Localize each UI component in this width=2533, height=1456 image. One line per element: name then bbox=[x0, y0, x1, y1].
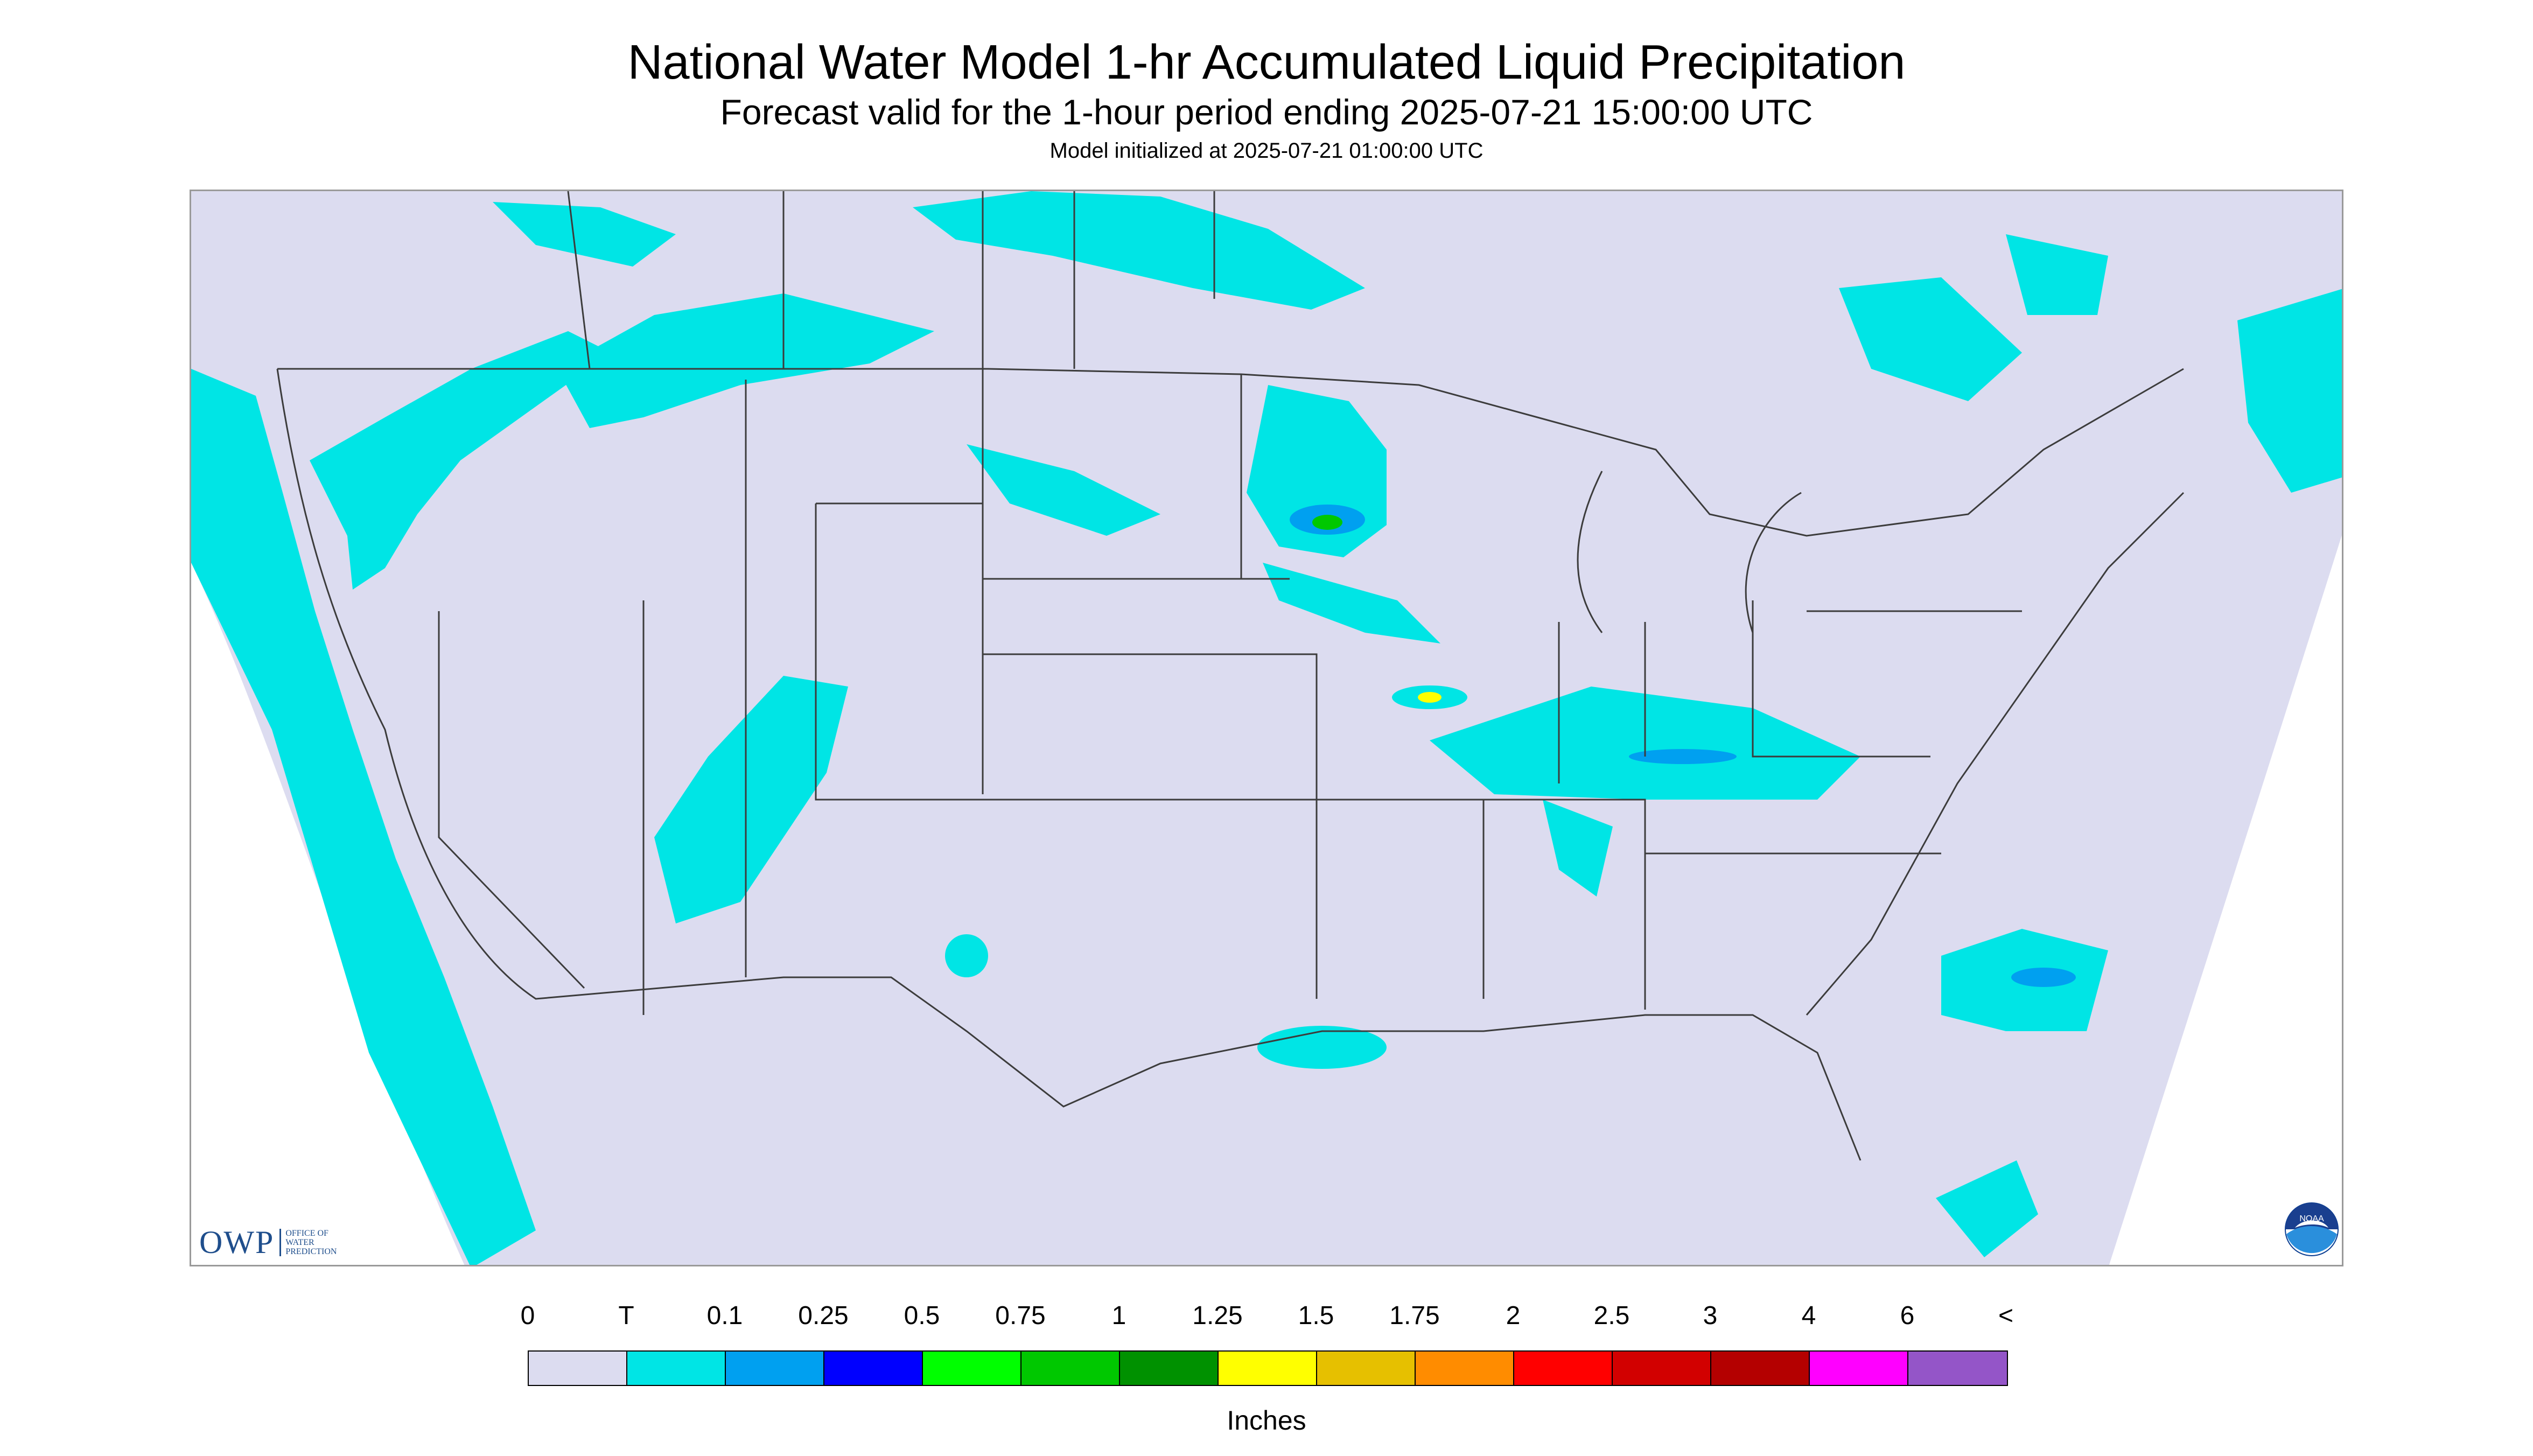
legend-swatch-4 bbox=[923, 1352, 1021, 1385]
upper-midwest-peak bbox=[1312, 515, 1342, 530]
owp-logo: OWP Office of Water Prediction bbox=[199, 1223, 337, 1261]
legend-swatch-14 bbox=[1908, 1352, 2007, 1385]
legend-swatch-9 bbox=[1416, 1352, 1514, 1385]
noaa-logo: NOAA bbox=[2284, 1202, 2339, 1257]
legend-label: 2.5 bbox=[1593, 1301, 1630, 1330]
political-borders bbox=[276, 191, 2185, 1161]
legend-color-bar bbox=[528, 1350, 2008, 1386]
svg-text:NOAA: NOAA bbox=[2299, 1214, 2324, 1223]
legend-swatch-11 bbox=[1613, 1352, 1711, 1385]
caribbean-precip bbox=[1936, 1160, 2038, 1257]
legend-swatch-13 bbox=[1810, 1352, 1908, 1385]
owp-logo-subtext: Office of Water Prediction bbox=[279, 1228, 337, 1256]
legend-swatch-2 bbox=[726, 1352, 824, 1385]
southeast-precip bbox=[1543, 800, 1613, 897]
gulf-precip-2 bbox=[945, 934, 988, 977]
iowa-precip bbox=[1263, 563, 1440, 643]
atlantic-core bbox=[2011, 968, 2076, 987]
legend-label: 2 bbox=[1506, 1301, 1521, 1330]
legend-label: T bbox=[618, 1301, 634, 1330]
owp-logo-letters: OWP bbox=[199, 1224, 275, 1260]
model-domain bbox=[191, 191, 2342, 1265]
west-coast-precip bbox=[191, 369, 536, 1265]
legend-labels: 0 T 0.1 0.25 0.5 0.75 1 1.25 1.5 1.75 2 … bbox=[0, 1301, 2533, 1333]
legend-swatch-12 bbox=[1711, 1352, 1810, 1385]
legend-swatch-6 bbox=[1120, 1352, 1219, 1385]
legend-label: 6 bbox=[1900, 1301, 1915, 1330]
southwest-precip bbox=[654, 676, 848, 923]
legend-label: 0.1 bbox=[706, 1301, 743, 1330]
legend-swatch-10 bbox=[1514, 1352, 1613, 1385]
canada-west-precip bbox=[493, 202, 676, 267]
legend-label: 1.75 bbox=[1389, 1301, 1440, 1330]
northwest-precip-2 bbox=[557, 293, 934, 428]
legend-label: 0.5 bbox=[904, 1301, 940, 1330]
legend-label: < bbox=[1998, 1301, 2014, 1330]
map-title: National Water Model 1-hr Accumulated Li… bbox=[627, 36, 1906, 89]
canada-west-precip-2 bbox=[913, 191, 1365, 310]
legend-label: 3 bbox=[1703, 1301, 1718, 1330]
legend-swatch-3 bbox=[824, 1352, 923, 1385]
maritime-precip bbox=[2237, 289, 2342, 493]
gulf-precip bbox=[1257, 1026, 1387, 1069]
legend-label: 1 bbox=[1111, 1301, 1126, 1330]
legend-label: 0 bbox=[520, 1301, 535, 1330]
northwest-precip bbox=[310, 331, 611, 590]
legend-label: 4 bbox=[1801, 1301, 1816, 1330]
legend-label: 1.25 bbox=[1192, 1301, 1243, 1330]
legend-swatch-5 bbox=[1021, 1352, 1120, 1385]
ohio-valley-core bbox=[1629, 749, 1737, 764]
midwest-cell-core bbox=[1418, 692, 1442, 703]
plains-precip bbox=[967, 444, 1160, 536]
precipitation-map bbox=[190, 190, 2343, 1266]
model-init-text: Model initialized at 2025-07-21 01:00:00… bbox=[1049, 139, 1484, 163]
legend-label: 0.75 bbox=[995, 1301, 1046, 1330]
legend-swatch-1 bbox=[627, 1352, 726, 1385]
quebec-precip-2 bbox=[2006, 234, 2108, 315]
legend-swatch-0 bbox=[529, 1352, 627, 1385]
quebec-precip bbox=[1839, 277, 2022, 401]
legend-swatch-7 bbox=[1219, 1352, 1317, 1385]
legend-label: 1.5 bbox=[1298, 1301, 1334, 1330]
legend-label: 0.25 bbox=[798, 1301, 849, 1330]
forecast-valid-subtitle: Forecast valid for the 1-hour period end… bbox=[720, 92, 1813, 132]
map-canvas bbox=[191, 191, 2342, 1265]
legend-units: Inches bbox=[1227, 1405, 1306, 1436]
legend-swatch-8 bbox=[1317, 1352, 1416, 1385]
